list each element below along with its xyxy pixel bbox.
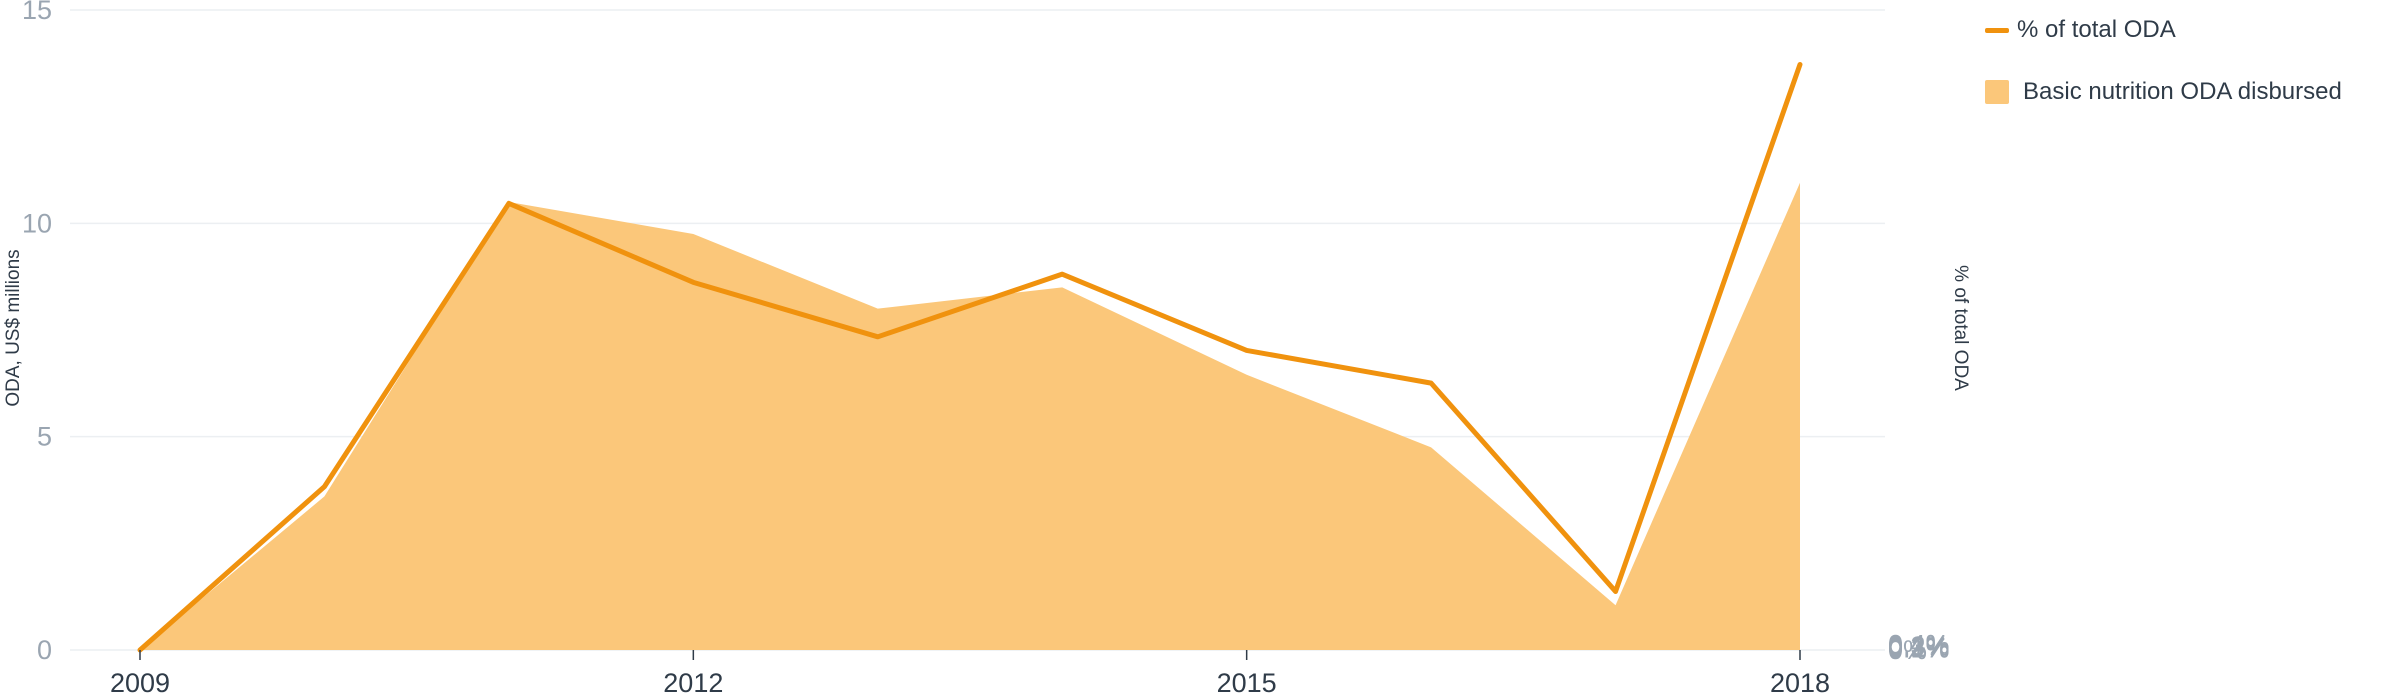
left-axis-title: ODA, US$ millions	[3, 249, 24, 406]
area-basic-nutrition-oda	[140, 182, 1800, 651]
line-series	[137, 61, 1803, 653]
legend-item-basic-nutrition[interactable]: Basic nutrition ODA disbursed	[1985, 74, 2342, 110]
line-percent-total-oda	[137, 61, 1803, 653]
legend-area-swatch	[1985, 80, 2009, 104]
right-tick-label: 0.3%	[1888, 631, 1950, 661]
left-tick-label: 0	[37, 635, 52, 665]
legend: % of total ODA Basic nutrition ODA disbu…	[1985, 12, 2342, 136]
legend-label-basic-nutrition: Basic nutrition ODA disbursed	[2023, 78, 2342, 105]
legend-item-percent-oda[interactable]: % of total ODA	[1985, 12, 2342, 48]
right-axis-ticks: 0%0.1%0.2%0.3%0.4%	[1888, 630, 1950, 665]
x-tick-label: 2018	[1770, 668, 1830, 698]
left-tick-label: 5	[37, 422, 52, 452]
right-tick-label: 0.4%	[1888, 630, 1950, 660]
right-tick-label: 0%	[1888, 635, 1927, 665]
x-tick-label: 2012	[663, 668, 723, 698]
legend-line-marker	[1985, 27, 2009, 33]
left-axis-ticks: 0 5 10 15	[22, 0, 52, 665]
area-series	[140, 182, 1800, 651]
right-tick-label: 0.1%	[1888, 634, 1950, 664]
right-axis-title: % of total ODA	[1950, 265, 1971, 391]
x-axis-ticks: 2009 2012 2015 2018	[110, 650, 1830, 698]
right-tick-label: 0.2%	[1888, 632, 1950, 662]
left-tick-label: 15	[22, 0, 52, 25]
left-tick-label: 10	[22, 208, 52, 238]
x-tick-label: 2015	[1217, 668, 1277, 698]
x-tick-label: 2009	[110, 668, 170, 698]
legend-label-percent-oda: % of total ODA	[2017, 16, 2176, 43]
